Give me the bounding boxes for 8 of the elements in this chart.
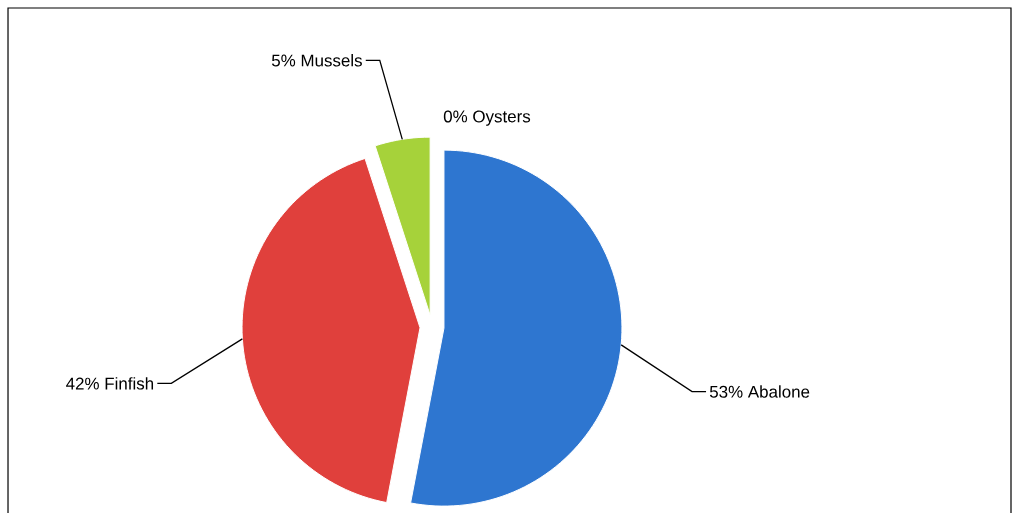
data-label: 5% xyxy=(271,54,296,67)
text: 0% xyxy=(443,110,468,123)
data-label: 53% xyxy=(709,385,743,398)
data-label: 42% xyxy=(66,377,99,390)
slice-label: Finfish xyxy=(105,377,154,390)
slice-label: Mussels xyxy=(301,54,362,67)
slice-label: Abalone xyxy=(747,385,810,398)
category-label: Oysters xyxy=(473,110,531,126)
